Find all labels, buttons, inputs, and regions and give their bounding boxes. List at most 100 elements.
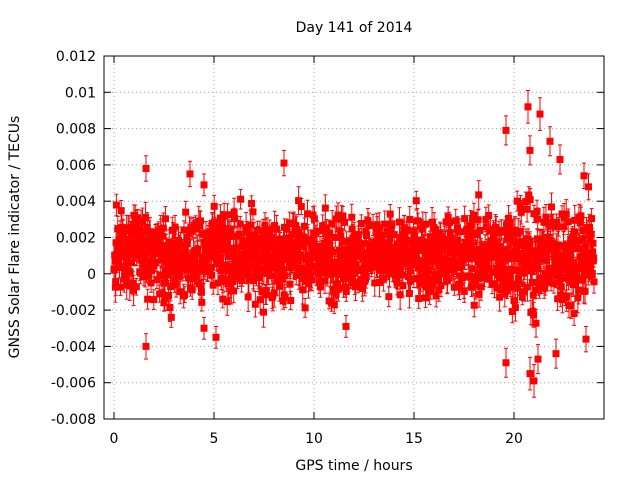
data-point: [316, 243, 324, 251]
data-point: [437, 282, 445, 290]
data-point: [482, 223, 490, 231]
data-point: [224, 253, 232, 261]
data-point: [126, 268, 134, 276]
data-point: [517, 208, 525, 216]
data-point: [110, 265, 118, 273]
data-point: [501, 290, 509, 298]
data-point: [425, 267, 433, 275]
data-point: [127, 259, 135, 267]
data-point: [279, 297, 287, 305]
data-point: [115, 243, 123, 251]
data-point: [498, 259, 506, 267]
data-point: [474, 216, 482, 224]
data-point: [393, 279, 401, 287]
data-point: [270, 264, 278, 272]
data-point: [436, 229, 444, 237]
data-point: [371, 249, 379, 257]
data-point: [435, 286, 443, 294]
data-point: [396, 253, 404, 261]
data-point: [533, 207, 541, 215]
data-point: [362, 227, 370, 235]
data-point: [351, 268, 359, 276]
data-point: [152, 258, 160, 266]
data-point: [310, 215, 318, 223]
data-point: [455, 243, 463, 251]
data-point: [242, 227, 250, 235]
data-point: [341, 218, 349, 226]
data-point: [441, 241, 449, 249]
data-point: [221, 232, 229, 240]
data-point: [162, 244, 170, 252]
data-point: [308, 276, 316, 284]
data-point: [460, 287, 468, 295]
data-point: [262, 286, 270, 294]
data-point: [363, 231, 371, 239]
data-point: [176, 288, 184, 296]
data-point: [267, 233, 275, 241]
data-point: [232, 244, 240, 252]
data-point: [342, 260, 350, 268]
data-point: [316, 268, 324, 276]
data-point: [117, 283, 125, 291]
data-point: [503, 248, 511, 256]
data-point: [499, 246, 507, 254]
data-point: [251, 300, 259, 308]
data-point: [112, 201, 120, 209]
data-point: [160, 299, 168, 307]
data-point: [244, 268, 252, 276]
data-point: [253, 261, 261, 269]
data-point: [201, 261, 209, 269]
data-point: [295, 197, 303, 205]
data-point: [467, 242, 475, 250]
data-point: [501, 228, 509, 236]
data-point: [216, 238, 224, 246]
data-point: [357, 219, 365, 227]
data-point: [182, 208, 190, 216]
data-point: [144, 271, 152, 279]
data-point: [531, 286, 539, 294]
data-point: [211, 220, 219, 228]
data-point: [362, 273, 370, 281]
data-point: [259, 265, 267, 273]
data-point: [390, 231, 398, 239]
data-point: [528, 267, 536, 275]
data-point: [432, 292, 440, 300]
data-point: [177, 241, 185, 249]
data-point: [510, 266, 518, 274]
data-point: [159, 224, 167, 232]
data-point: [470, 301, 478, 309]
data-point: [245, 276, 253, 284]
data-point: [332, 290, 340, 298]
data-point: [380, 274, 388, 282]
data-point: [130, 286, 138, 294]
data-point: [485, 274, 493, 282]
data-point: [208, 271, 216, 279]
data-point: [171, 223, 179, 231]
data-point: [338, 238, 346, 246]
data-point: [150, 296, 158, 304]
data-point: [167, 313, 175, 321]
data-point: [473, 231, 481, 239]
data-point: [167, 283, 175, 291]
data-point: [493, 284, 501, 292]
data-point: [250, 277, 258, 285]
data-point: [375, 224, 383, 232]
data-point: [526, 196, 534, 204]
data-point: [515, 249, 523, 257]
data-point: [161, 215, 169, 223]
data-point: [216, 214, 224, 222]
data-point: [275, 282, 283, 290]
data-point: [473, 274, 481, 282]
data-point: [159, 232, 167, 240]
data-point: [273, 277, 281, 285]
data-point: [507, 234, 515, 242]
data-point: [459, 272, 467, 280]
data-point: [427, 246, 435, 254]
data-point: [421, 238, 429, 246]
data-point: [356, 247, 364, 255]
data-point: [365, 240, 373, 248]
data-point: [357, 275, 365, 283]
data-point: [132, 283, 140, 291]
data-point: [307, 263, 315, 271]
data-point: [520, 288, 528, 296]
